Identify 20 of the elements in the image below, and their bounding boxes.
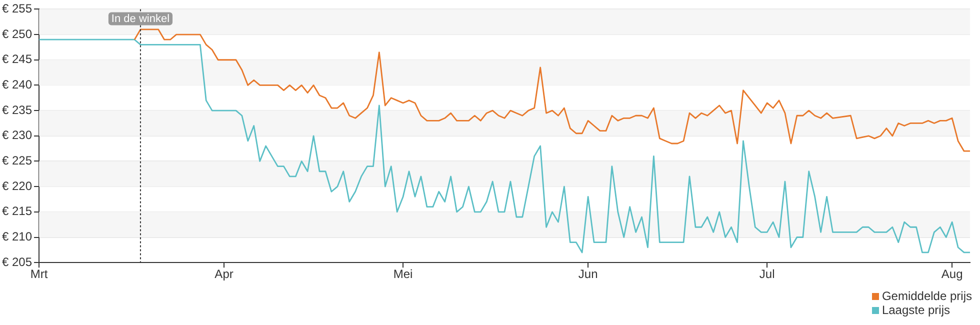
y-tick-label: € 215 <box>2 204 32 218</box>
y-tick-label: € 225 <box>2 154 32 168</box>
y-tick-label: € 250 <box>2 26 32 41</box>
y-tick-label: € 235 <box>2 102 32 117</box>
x-tick-label: Apr <box>214 267 234 282</box>
legend-label: Gemiddelde prijs <box>882 289 972 303</box>
y-tick-label: € 220 <box>2 178 32 193</box>
y-tick-label: € 210 <box>2 230 32 244</box>
y-tick-label: € 240 <box>2 78 32 92</box>
y-tick-label: € 245 <box>2 52 32 66</box>
x-tick-label: Mrt <box>30 267 48 282</box>
legend-label: Laagste prijs <box>882 303 950 317</box>
x-tick-label: Aug <box>941 267 963 282</box>
x-tick-label: Jul <box>759 267 775 282</box>
y-tick-label: € 230 <box>2 128 32 142</box>
y-tick-label: € 255 <box>2 2 32 16</box>
y-tick-label: € 205 <box>2 254 32 269</box>
x-tick-label: Mei <box>393 267 413 282</box>
x-tick-label: Jun <box>578 267 598 282</box>
ref-line-label: In de winkel <box>111 13 170 26</box>
